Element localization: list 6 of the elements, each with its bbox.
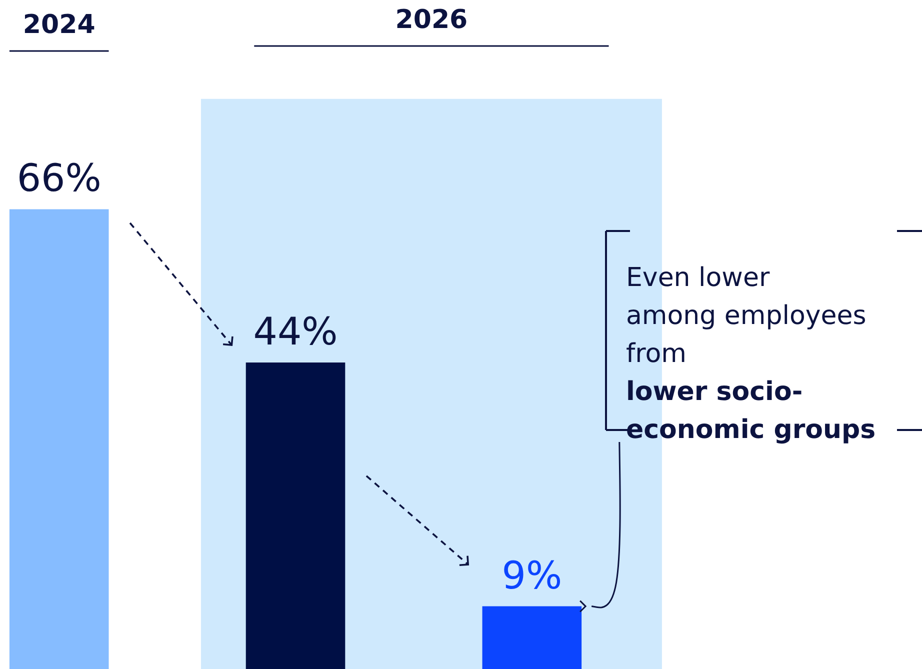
text: 2026 <box>395 5 468 35</box>
data-label: 44% <box>253 309 338 354</box>
data-label: 9% <box>502 553 562 598</box>
text: 2024 <box>22 10 96 40</box>
data-label: 66% <box>16 156 102 200</box>
annotation: lower socio-economic groups <box>626 377 876 445</box>
